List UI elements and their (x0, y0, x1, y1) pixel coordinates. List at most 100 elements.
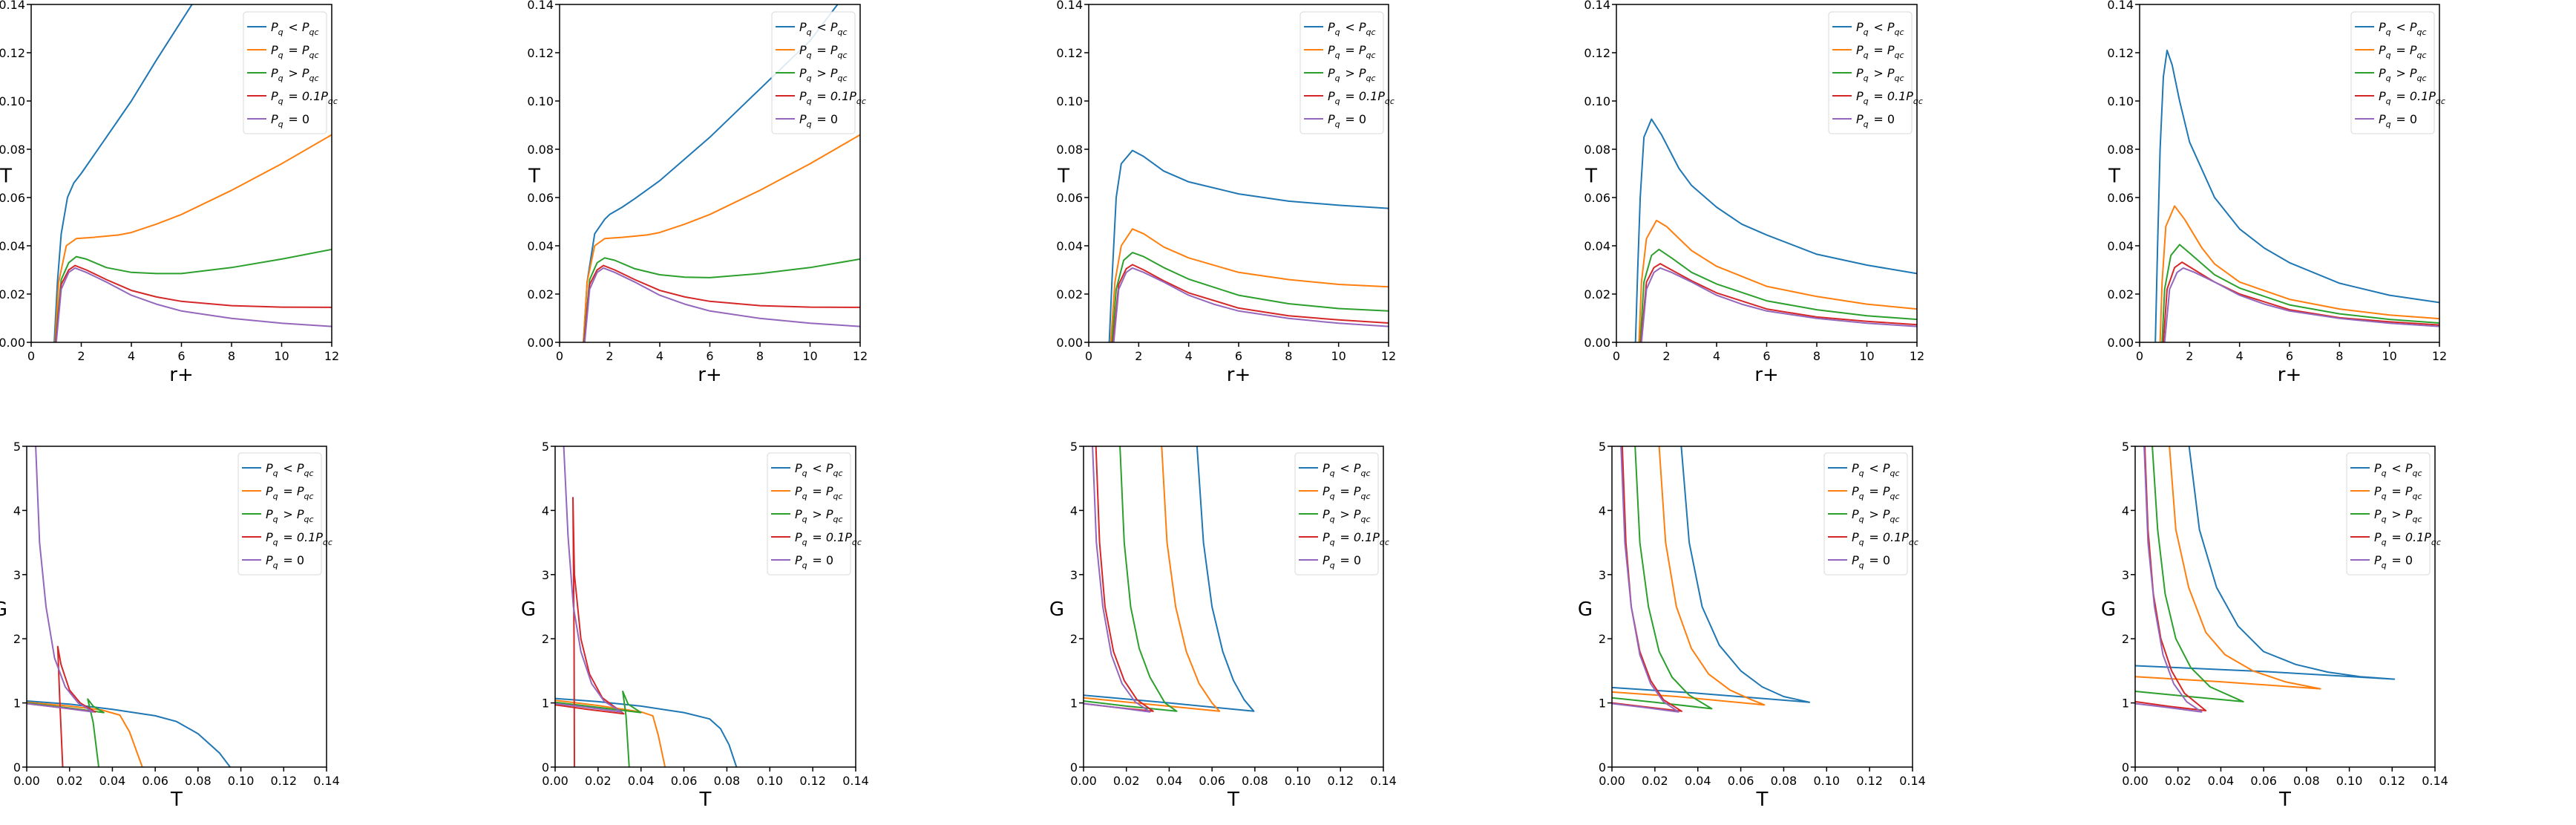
legend-label: Pq = 0.1Pqc (799, 89, 868, 106)
legend-box (771, 11, 856, 134)
series-group (583, 4, 860, 342)
legend-label: Pq = 0 (1856, 112, 1895, 129)
series-line-3 (1612, 446, 1713, 710)
legend-label: Pq < Pqc (2374, 461, 2423, 478)
x-tick-label: 0.14 (1899, 774, 1926, 788)
y-tick-label: 0.08 (1056, 143, 1083, 157)
series-line-1 (1108, 149, 1389, 342)
y-tick-label: 0.06 (527, 191, 554, 205)
y-tick-label: 2 (2122, 632, 2129, 646)
series-line-3 (1111, 252, 1389, 342)
y-tick-label: 5 (1599, 440, 1606, 454)
y-tick-label: 0.12 (2107, 46, 2134, 60)
series-line-4 (583, 264, 860, 342)
x-tick-label: 0.12 (2379, 774, 2405, 788)
series-group (1108, 149, 1389, 342)
x-tick-label: 6 (706, 349, 713, 363)
legend-label: Pq = 0 (2379, 112, 2417, 129)
legend-label: Pq = 0 (271, 112, 309, 129)
series-group (1084, 446, 1255, 713)
x-tick-label: 0.02 (1113, 774, 1140, 788)
legend: Pq < Pqc Pq = Pqc Pq > Pqc Pq = 0.1Pqc P… (2350, 11, 2445, 134)
x-tick-label: 8 (1813, 349, 1820, 363)
subplot-8: 0.00 0.02 0.04 0.06 0.08 0.10 0.12 0.14 0 1 2 3 4 5 T G… (1049, 440, 1397, 811)
x-tick-label: 6 (1763, 349, 1770, 363)
series-group (2135, 446, 2396, 713)
subplot-2: 0 2 4 6 8 10 12 0.00 0.02 0.04 0.06 0.08 0.10 0.12 0.1… (527, 0, 868, 386)
legend-label: Pq = Pqc (799, 43, 848, 60)
series-line-1 (583, 4, 839, 342)
x-tick-label: 0.04 (1156, 774, 1183, 788)
series-line-3 (54, 248, 332, 342)
series-line-2 (1110, 228, 1389, 342)
y-tick-label: 0.08 (0, 143, 25, 157)
y-tick-label: 0.02 (0, 287, 25, 301)
x-tick-label: 10 (1859, 349, 1874, 363)
x-tick-label: 0.02 (2165, 774, 2192, 788)
y-tick-label: 5 (13, 440, 21, 454)
x-tick-label: 8 (1285, 349, 1292, 363)
y-tick-label: 0.04 (527, 239, 554, 253)
legend: Pq < Pqc Pq = Pqc Pq > Pqc Pq = 0.1Pqc P… (1823, 452, 1918, 575)
legend-label: Pq > Pqc (1328, 66, 1377, 83)
x-tick-label: 0.14 (842, 774, 869, 788)
x-tick-label: 8 (2336, 349, 2343, 363)
y-tick-label: 0.06 (0, 191, 25, 205)
legend-label: Pq = 0.1Pqc (2374, 530, 2442, 547)
legend-label: Pq = Pqc (2374, 484, 2423, 501)
legend-label: Pq > Pqc (1323, 507, 1371, 524)
x-tick-label: 0.06 (671, 774, 698, 788)
series-line-2 (1612, 446, 1766, 706)
x-tick-label: 8 (228, 349, 235, 363)
x-tick-label: 10 (802, 349, 817, 363)
series-line-5 (1112, 267, 1389, 342)
subplot-6: 0.00 0.02 0.04 0.06 0.08 0.10 0.12 0.14 0 1 2 3 4 5 T G… (0, 440, 340, 811)
y-tick-label: 0 (13, 760, 21, 775)
series-group (1612, 446, 1811, 713)
x-tick-label: 6 (1235, 349, 1242, 363)
y-tick-label: 0.02 (2107, 287, 2134, 301)
axes-frame (26, 446, 327, 768)
axes-frame (1611, 446, 1913, 768)
x-tick-label: 0.12 (270, 774, 297, 788)
subplot-3: 0 2 4 6 8 10 12 0.00 0.02 0.04 0.06 0.08 0.10 0.12 0.1… (1056, 0, 1396, 386)
series-line-1 (27, 700, 231, 767)
legend-label: Pq = Pqc (271, 43, 320, 60)
legend-box (767, 452, 851, 575)
x-tick-label: 0.02 (585, 774, 612, 788)
y-tick-label: 0.00 (0, 336, 25, 350)
series-line-1 (1612, 446, 1811, 703)
x-tick-label: 0.08 (714, 774, 741, 788)
legend-label: Pq = 0 (1328, 112, 1366, 129)
series-line-3 (2161, 244, 2439, 342)
y-tick-label: 0.04 (0, 239, 25, 253)
x-tick-label: 12 (1381, 349, 1396, 363)
x-tick-label: 0.14 (2422, 774, 2448, 788)
y-axis-label: T (528, 166, 540, 188)
legend-label: Pq < Pqc (799, 20, 848, 37)
series-line-4 (2135, 446, 2207, 711)
legend-label: Pq = 0 (1323, 553, 1361, 570)
legend-label: Pq = Pqc (2379, 43, 2428, 60)
subplot-4: 0 2 4 6 8 10 12 0.00 0.02 0.04 0.06 0.08 0.10 0.12 0.1… (1584, 0, 1924, 386)
x-axis-label: r+ (698, 364, 721, 386)
legend-label: Pq = 0.1Pqc (266, 530, 334, 547)
axes-frame (554, 446, 856, 768)
axes-frame (2134, 446, 2436, 768)
legend-label: Pq = 0 (799, 112, 838, 129)
series-line-2 (27, 701, 143, 767)
legend-label: Pq = Pqc (795, 484, 844, 501)
y-tick-label: 0.10 (1056, 94, 1083, 108)
x-tick-label: 0 (556, 349, 563, 363)
legend-label: Pq = 0 (795, 553, 833, 570)
y-tick-label: 0.04 (2107, 239, 2134, 253)
y-tick-label: 0.00 (527, 336, 554, 350)
y-tick-label: 2 (13, 632, 21, 646)
y-tick-label: 0.12 (527, 46, 554, 60)
x-tick-label: 4 (656, 349, 663, 363)
legend: Pq < Pqc Pq = Pqc Pq > Pqc Pq = 0.1Pqc P… (771, 11, 868, 134)
series-line-5 (55, 267, 332, 342)
subplot-7: 0.00 0.02 0.04 0.06 0.08 0.10 0.12 0.14 0 1 2 3 4 5 T G… (521, 440, 869, 811)
legend-label: Pq = Pqc (1856, 43, 1905, 60)
